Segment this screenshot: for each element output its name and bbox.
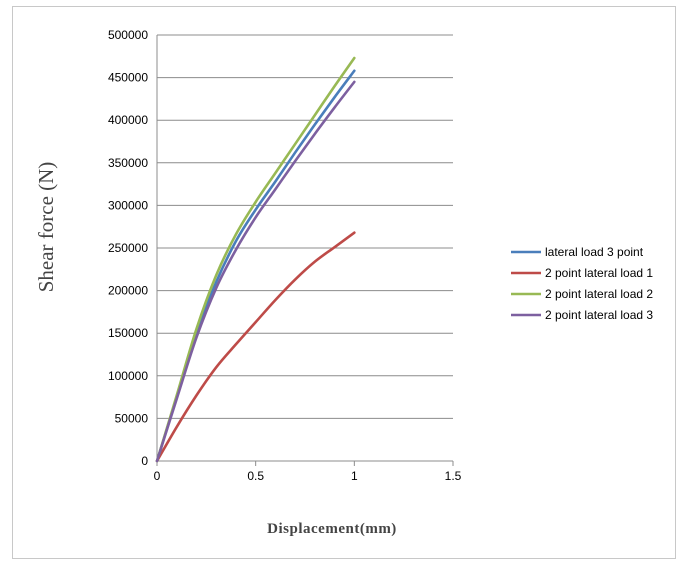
- gridlines: [157, 34, 453, 419]
- tick-labels: 0 50000 100000 150000 200000 250000 300000 3500…: [108, 28, 462, 483]
- y-tick-label: 500000: [108, 28, 148, 42]
- axes: [156, 35, 454, 466]
- x-tick-label: 1.5: [445, 469, 462, 483]
- y-tick-label: 150000: [108, 326, 148, 340]
- legend-label: 2 point lateral load 3: [545, 308, 653, 322]
- series-lines: [155, 56, 356, 463]
- y-tick-label: 200000: [108, 284, 148, 298]
- x-tick-label: 0: [154, 469, 161, 483]
- y-tick-label: 300000: [108, 198, 148, 212]
- x-tick-label: 0.5: [247, 469, 264, 483]
- x-tick-label: 1: [351, 469, 358, 483]
- legend-label: 2 point lateral load 1: [545, 266, 653, 280]
- series-line-2-point-lateral-load-1: [155, 231, 356, 463]
- y-tick-label: 350000: [108, 156, 148, 170]
- legend-label: 2 point lateral load 2: [545, 287, 653, 301]
- y-axis-label: Shear force (N): [34, 162, 58, 293]
- line-chart: 0 50000 100000 150000 200000 250000 300000 3500…: [34, 28, 653, 537]
- y-tick-label: 250000: [108, 241, 148, 255]
- chart-frame: 0 50000 100000 150000 200000 250000 300000 3500…: [12, 6, 676, 559]
- legend-label: lateral load 3 point: [545, 245, 644, 259]
- y-tick-label: 400000: [108, 113, 148, 127]
- y-tick-label: 100000: [108, 369, 148, 383]
- x-axis-label: Displacement(mm): [267, 521, 397, 537]
- legend: lateral load 3 point 2 point lateral load…: [511, 245, 653, 322]
- y-tick-label: 50000: [115, 411, 149, 425]
- y-tick-label: 0: [141, 454, 148, 468]
- series-line-2-point-lateral-load-3: [155, 80, 356, 463]
- y-tick-label: 450000: [108, 71, 148, 85]
- series-line-lateral-load-3-point: [155, 69, 356, 463]
- series-line-2-point-lateral-load-2: [155, 56, 356, 463]
